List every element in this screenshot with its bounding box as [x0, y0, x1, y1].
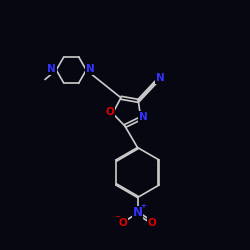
Text: O: O — [119, 218, 128, 228]
Text: N: N — [47, 64, 56, 74]
Text: N: N — [156, 72, 165, 83]
Text: +: + — [140, 204, 146, 210]
Text: O: O — [148, 218, 156, 228]
Text: N: N — [139, 112, 147, 122]
Text: N: N — [86, 64, 95, 74]
Text: O: O — [105, 107, 114, 117]
Text: N: N — [132, 206, 142, 220]
Text: −: − — [114, 214, 120, 220]
